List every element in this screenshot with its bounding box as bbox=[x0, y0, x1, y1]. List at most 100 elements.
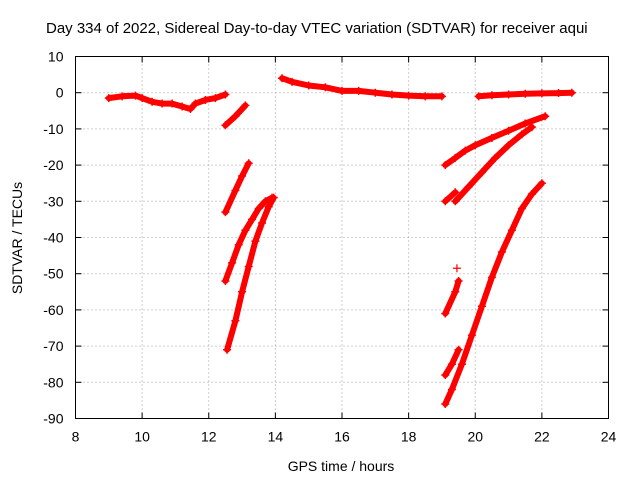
data-point bbox=[447, 385, 456, 394]
data-point bbox=[567, 88, 576, 97]
data-point bbox=[441, 161, 450, 170]
data-point bbox=[244, 159, 253, 168]
data-point bbox=[371, 88, 380, 97]
y-tick-label: -90 bbox=[43, 411, 63, 427]
data-point bbox=[288, 77, 297, 86]
data-point bbox=[477, 302, 486, 311]
data-point bbox=[258, 219, 267, 228]
data-point bbox=[304, 81, 313, 90]
data-point bbox=[261, 197, 270, 206]
data-point bbox=[451, 197, 460, 206]
series-arc-7 bbox=[442, 113, 549, 169]
data-point bbox=[321, 83, 330, 92]
data-point bbox=[168, 99, 177, 108]
series-arc-1 bbox=[105, 91, 229, 112]
data-point bbox=[354, 86, 363, 95]
data-point bbox=[451, 287, 460, 296]
data-point bbox=[527, 123, 536, 132]
data-point bbox=[251, 237, 260, 246]
data-point bbox=[537, 179, 546, 188]
y-tick-label: -60 bbox=[43, 302, 63, 318]
x-tick-label: 16 bbox=[334, 429, 350, 445]
data-point bbox=[487, 133, 496, 142]
series-arc-12 bbox=[442, 180, 545, 407]
series-arc-3 bbox=[222, 160, 252, 216]
data-point bbox=[504, 141, 513, 150]
data-point bbox=[269, 193, 278, 202]
data-point bbox=[104, 94, 113, 103]
data-point bbox=[504, 126, 513, 135]
data-point bbox=[191, 99, 200, 108]
data-point bbox=[497, 247, 506, 256]
data-point bbox=[254, 204, 263, 213]
data-point bbox=[454, 276, 463, 285]
series-arc-8 bbox=[442, 189, 459, 205]
data-point bbox=[477, 168, 486, 177]
data-point bbox=[517, 130, 526, 139]
y-axis-label: SDTVAR / TECUs bbox=[9, 182, 25, 294]
x-axis-label: GPS time / hours bbox=[288, 458, 395, 474]
plot-frame bbox=[75, 56, 609, 419]
x-tick-label: 12 bbox=[201, 429, 217, 445]
data-point bbox=[221, 90, 230, 99]
data-series bbox=[104, 74, 576, 409]
x-tick-label: 10 bbox=[134, 429, 150, 445]
x-tick-label: 14 bbox=[268, 429, 284, 445]
data-point bbox=[441, 309, 450, 318]
data-point bbox=[248, 215, 257, 224]
data-point bbox=[138, 94, 147, 103]
data-point bbox=[517, 204, 526, 213]
data-point bbox=[467, 331, 476, 340]
y-tick-label: -40 bbox=[43, 230, 63, 246]
data-point bbox=[527, 190, 536, 199]
data-point bbox=[148, 97, 157, 106]
y-tick-labels: 10 0 -10 -20 -30 -40 -50 -60 -70 -80 -90 bbox=[43, 49, 63, 427]
x-tick-label: 8 bbox=[72, 429, 80, 445]
data-point bbox=[118, 92, 127, 101]
y-tick-label: -30 bbox=[43, 193, 63, 209]
data-point bbox=[238, 287, 247, 296]
data-point bbox=[507, 226, 516, 235]
data-point bbox=[471, 141, 480, 150]
series-arc-6 bbox=[279, 75, 445, 100]
data-point bbox=[338, 86, 346, 95]
grid bbox=[75, 56, 609, 419]
data-point bbox=[387, 90, 396, 99]
data-point bbox=[421, 92, 430, 101]
series-arc-5 bbox=[224, 194, 277, 353]
y-tick-label: -70 bbox=[43, 338, 63, 354]
data-point bbox=[278, 74, 287, 83]
data-point bbox=[264, 202, 273, 211]
data-point bbox=[131, 91, 140, 100]
data-point bbox=[437, 92, 446, 101]
series-arc-4 bbox=[222, 194, 275, 284]
y-tick-label: 10 bbox=[48, 49, 64, 65]
y-tick-label: -50 bbox=[43, 266, 63, 282]
data-point bbox=[231, 112, 240, 121]
x-tick-label: 20 bbox=[467, 429, 483, 445]
x-tick-label: 22 bbox=[534, 429, 550, 445]
data-point bbox=[404, 91, 413, 100]
x-tick-label: 18 bbox=[401, 429, 417, 445]
data-point bbox=[221, 276, 230, 285]
data-point bbox=[241, 226, 250, 235]
data-point bbox=[461, 146, 470, 155]
data-point bbox=[487, 273, 496, 282]
data-point bbox=[447, 360, 456, 369]
data-point bbox=[474, 92, 483, 101]
data-point bbox=[221, 208, 230, 217]
data-point bbox=[228, 258, 237, 267]
y-tick-label: -20 bbox=[43, 157, 63, 173]
y-tick-label: 0 bbox=[56, 85, 64, 101]
data-point bbox=[211, 94, 220, 103]
data-point bbox=[238, 171, 247, 180]
data-point bbox=[454, 345, 463, 354]
series-arc-10 bbox=[442, 277, 462, 317]
data-point bbox=[178, 102, 187, 111]
data-point bbox=[201, 95, 210, 104]
data-point bbox=[457, 360, 466, 369]
data-point bbox=[221, 121, 230, 130]
data-point bbox=[441, 371, 450, 380]
data-point bbox=[537, 89, 546, 98]
